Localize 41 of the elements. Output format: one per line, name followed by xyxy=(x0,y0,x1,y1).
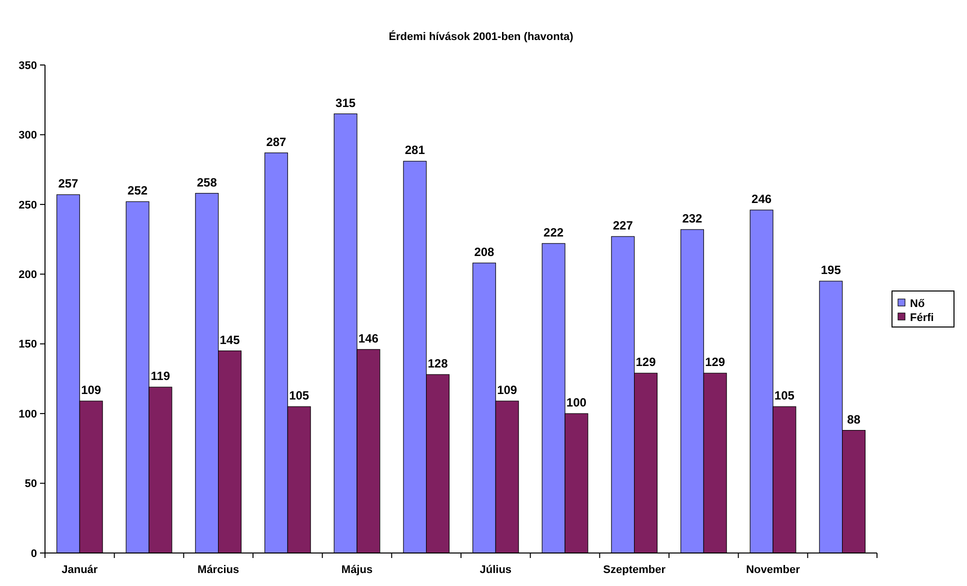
chart-title: Érdemi hívások 2001-ben (havonta) xyxy=(388,30,574,43)
data-label: 145 xyxy=(220,332,240,347)
y-tick-label: 300 xyxy=(18,130,37,142)
y-tick-label: 350 xyxy=(18,60,37,72)
data-label: 258 xyxy=(196,175,218,190)
y-tick-label: 150 xyxy=(18,338,37,351)
data-label: 227 xyxy=(612,218,634,232)
data-label: 128 xyxy=(428,356,448,371)
x-tick-label: Január xyxy=(62,564,98,576)
y-tick-label: 0 xyxy=(30,548,37,560)
data-label: 105 xyxy=(774,388,795,403)
data-label: 287 xyxy=(266,134,287,149)
data-label: 109 xyxy=(497,383,518,398)
data-label: 232 xyxy=(682,212,703,226)
data-label: 129 xyxy=(636,355,656,370)
y-tick-label: 100 xyxy=(18,408,37,420)
data-label: 281 xyxy=(404,143,426,158)
data-label: 105 xyxy=(289,388,310,403)
x-tick-label: November xyxy=(746,564,801,576)
y-tick-label: 50 xyxy=(24,478,37,490)
x-tick-label: Március xyxy=(198,564,240,576)
data-label: 246 xyxy=(752,192,772,206)
data-label: 100 xyxy=(566,396,587,410)
data-label: 88 xyxy=(847,412,861,426)
legend-label: Nő xyxy=(910,298,925,310)
x-tick-label: Július xyxy=(480,564,512,576)
x-tick-label: Szeptember xyxy=(603,564,666,576)
data-label: 195 xyxy=(820,263,842,278)
legend-label: Férfi xyxy=(910,312,934,324)
y-tick-label: 250 xyxy=(18,199,37,212)
x-tick-label: Május xyxy=(341,564,373,576)
data-label: 119 xyxy=(150,369,170,384)
data-label: 208 xyxy=(474,244,495,259)
data-label: 109 xyxy=(81,383,102,398)
data-label: 129 xyxy=(705,355,726,370)
data-label: 315 xyxy=(336,96,356,110)
data-label: 257 xyxy=(58,176,79,191)
data-label: 222 xyxy=(544,225,564,240)
data-label: 252 xyxy=(128,184,148,198)
data-label: 146 xyxy=(358,331,379,346)
y-tick-label: 200 xyxy=(18,268,37,281)
